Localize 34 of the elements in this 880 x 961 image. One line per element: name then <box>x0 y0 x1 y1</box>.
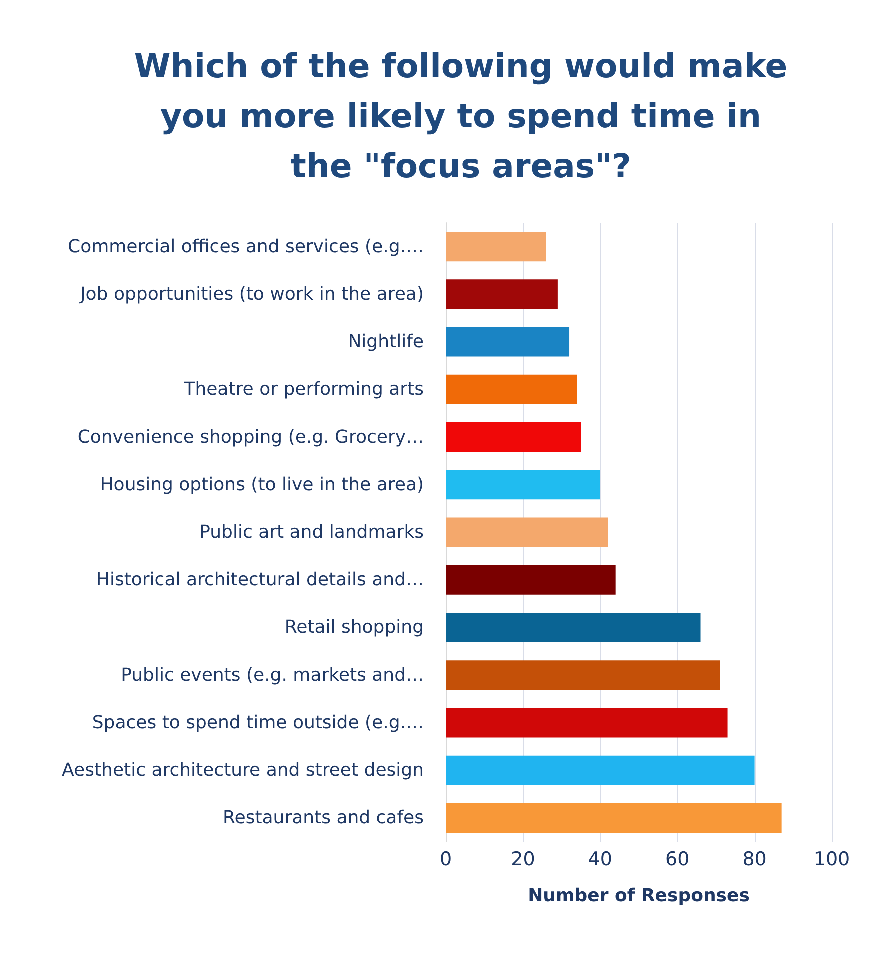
y-tick-label: Theatre or performing arts <box>183 379 424 400</box>
bar <box>446 565 616 595</box>
y-tick-label: Public events (e.g. markets and… <box>121 664 424 686</box>
y-tick-label: Restaurants and cafes <box>223 808 424 829</box>
bar <box>446 612 701 642</box>
chart-title: Which of the following would make you more likely to spend time in the "focus areas"? <box>134 46 788 186</box>
bar <box>446 280 558 310</box>
x-tick-label: 40 <box>588 848 612 870</box>
bar <box>446 374 578 404</box>
y-tick-label: Job opportunities (to work in the area) <box>79 284 424 305</box>
y-tick-label: Public art and landmarks <box>200 522 424 543</box>
y-tick-label: Commercial offices and services (e.g.… <box>68 236 424 258</box>
x-tick-label: 60 <box>666 848 690 870</box>
y-tick-label: Retail shopping <box>284 617 424 638</box>
bar <box>446 470 600 500</box>
y-tick-label: Convenience shopping (e.g. Grocery… <box>78 426 424 448</box>
bar <box>446 422 582 452</box>
y-tick-label: Housing options (to live in the area) <box>100 474 424 496</box>
x-tick-label: 100 <box>814 848 850 870</box>
y-tick-label: Historical architectural details and… <box>96 570 424 591</box>
x-axis-title: Number of Responses <box>528 886 750 906</box>
x-tick-label: 0 <box>440 848 452 870</box>
y-tick-label: Nightlife <box>348 332 424 353</box>
y-tick-label: Spaces to spend time outside (e.g.… <box>92 712 424 734</box>
bar <box>446 756 755 786</box>
x-tick-label: 80 <box>742 848 767 870</box>
bar <box>446 232 546 262</box>
bar <box>446 327 570 357</box>
bar <box>446 518 608 548</box>
y-tick-label: Aesthetic architecture and street design <box>62 760 424 782</box>
bar <box>446 803 782 833</box>
x-tick-label: 20 <box>511 848 536 870</box>
bar <box>446 660 720 690</box>
bar <box>446 708 728 738</box>
